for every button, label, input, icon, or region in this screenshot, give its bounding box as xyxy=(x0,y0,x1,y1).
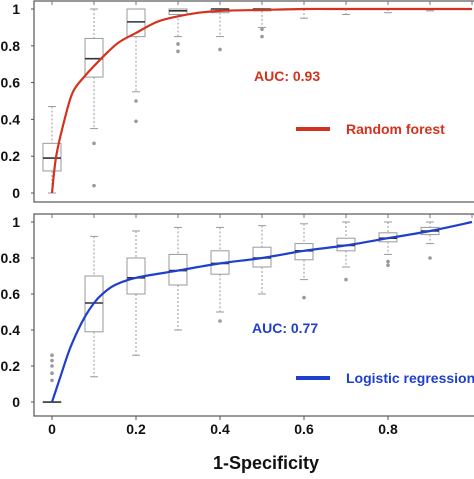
y-tick-label: 1 xyxy=(12,214,20,230)
y-tick-label: 0.2 xyxy=(1,148,21,164)
auc-label: AUC: 0.77 xyxy=(252,320,318,336)
boxplot xyxy=(84,235,104,378)
x-tick-label: 0.8 xyxy=(378,421,398,437)
boxplot xyxy=(378,221,398,268)
y-tick-label: 1 xyxy=(12,1,20,17)
x-axis-title: 1-Specificity xyxy=(213,453,319,473)
legend-label: Random forest xyxy=(346,121,445,137)
outlier-point xyxy=(50,371,54,376)
y-tick-label: 0 xyxy=(12,185,20,201)
auc-label: AUC: 0.93 xyxy=(254,68,320,84)
boxplot xyxy=(210,8,230,52)
boxplot xyxy=(126,8,146,124)
outlier-point xyxy=(302,295,306,300)
plot-area xyxy=(42,220,473,403)
outlier-point xyxy=(92,183,96,188)
x-tick-label: 0.4 xyxy=(210,421,230,437)
roc-curve xyxy=(50,7,472,194)
boxplot xyxy=(210,226,230,323)
roc-curve xyxy=(50,220,473,403)
y-tick-label: 0.8 xyxy=(1,38,21,54)
outlier-point xyxy=(260,34,264,39)
outlier-point xyxy=(428,256,432,260)
outlier-point xyxy=(176,49,180,54)
y-tick-label: 0.8 xyxy=(1,250,21,266)
outlier-point xyxy=(260,27,264,32)
box xyxy=(168,8,188,16)
legend-label: Logistic regression xyxy=(346,370,474,386)
panel-frame xyxy=(33,213,474,417)
boxplot xyxy=(168,8,188,54)
outlier-point xyxy=(386,259,390,264)
outlier-point xyxy=(50,358,54,363)
boxplot xyxy=(294,8,314,19)
panel-top: 0 0.2 0.4 0.6 0.8 1 AUC: 0.93 Random forest xyxy=(1,0,474,203)
outlier-point xyxy=(176,42,180,46)
outlier-point xyxy=(134,99,138,103)
y-tick-label: 0.6 xyxy=(1,75,21,91)
panel-frame xyxy=(33,0,474,203)
boxplot xyxy=(336,221,356,282)
outlier-point xyxy=(92,141,96,146)
boxplot xyxy=(126,230,146,356)
boxplot xyxy=(84,8,104,188)
outlier-point xyxy=(218,47,222,52)
y-tick-label: 0.4 xyxy=(1,111,21,127)
outlier-point xyxy=(50,353,54,358)
outlier-point xyxy=(218,319,222,323)
outlier-point xyxy=(50,378,54,383)
x-tick-label: 0 xyxy=(48,421,56,437)
boxplot xyxy=(42,353,62,403)
y-tick-label: 0.6 xyxy=(1,286,21,302)
boxplot xyxy=(252,8,272,39)
boxplot xyxy=(168,226,188,331)
y-tick-label: 0.4 xyxy=(1,322,21,338)
y-tick-label: 0 xyxy=(12,394,20,410)
plot-area xyxy=(42,7,472,194)
x-tick-label: 0.2 xyxy=(126,421,146,437)
outlier-point xyxy=(344,277,348,282)
boxplot xyxy=(420,221,440,260)
outlier-point xyxy=(386,263,390,268)
x-tick-label: 0.6 xyxy=(294,421,314,437)
boxplot xyxy=(294,223,314,300)
y-tick-label: 0.2 xyxy=(1,358,21,374)
outlier-point xyxy=(50,364,54,368)
panel-bottom: 0 0.2 0.4 0.6 0.8 1 AUC: 0.77 Logistic regressi… xyxy=(1,213,474,473)
outlier-point xyxy=(134,119,138,124)
